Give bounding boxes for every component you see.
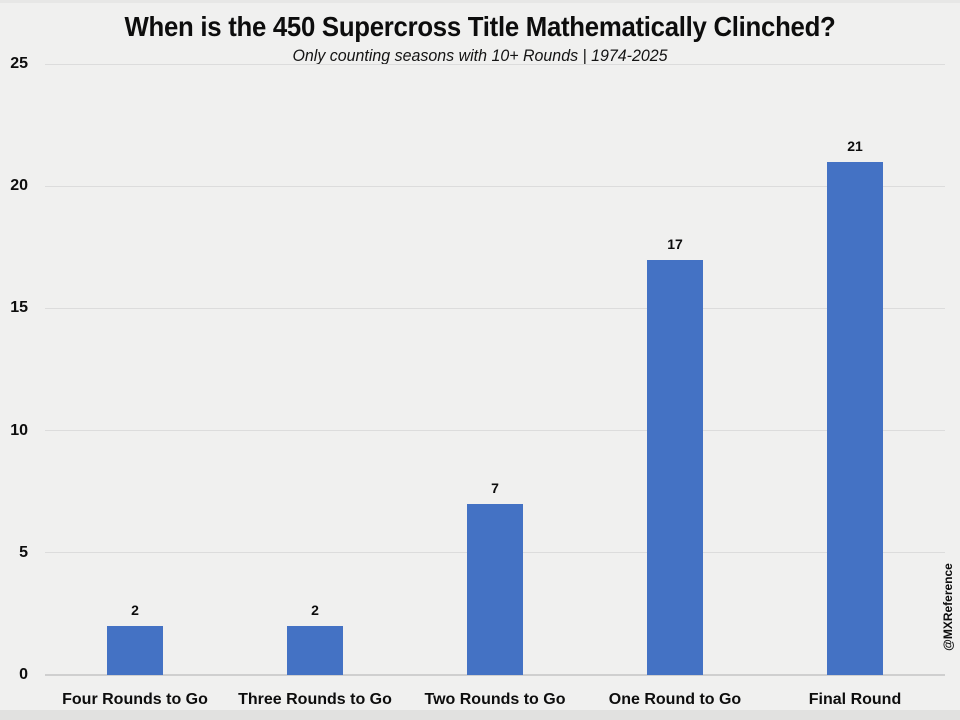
gridline	[45, 185, 945, 187]
x-tick-label: Final Round	[808, 691, 902, 708]
chart-subtitle: Only counting seasons with 10+ Rounds | …	[292, 46, 668, 65]
bar-value-label: 2	[311, 602, 319, 619]
gridline	[45, 307, 945, 309]
x-axis-line	[45, 674, 945, 676]
x-tick-label: One Round to Go	[608, 691, 742, 708]
y-tick-label: 20	[10, 177, 28, 195]
bottom-edge-shade	[0, 710, 960, 720]
bar	[287, 626, 343, 675]
y-tick-label: 25	[10, 55, 28, 72]
bar-value-label: 17	[667, 235, 683, 252]
bar-value-label: 21	[847, 137, 863, 154]
gridline	[45, 63, 945, 65]
watermark-credit: @MXReference	[941, 563, 955, 651]
x-tick-label: Three Rounds to Go	[238, 691, 392, 708]
top-edge-shade	[0, 0, 960, 3]
bar	[827, 161, 883, 675]
chart-title: When is the 450 Supercross Title Mathema…	[124, 11, 836, 42]
bar-value-label: 2	[131, 602, 139, 619]
bar	[107, 626, 163, 675]
x-tick-label: Two Rounds to Go	[424, 691, 566, 708]
y-tick-label: 15	[10, 299, 28, 317]
x-tick-label: Four Rounds to Go	[62, 691, 208, 708]
y-tick-label: 10	[10, 421, 28, 439]
y-tick-label: 5	[19, 543, 28, 561]
bar-value-label: 7	[491, 479, 499, 496]
bar	[647, 259, 703, 675]
y-tick-label: 0	[19, 666, 28, 683]
gridline	[45, 430, 945, 432]
bar	[467, 503, 523, 675]
